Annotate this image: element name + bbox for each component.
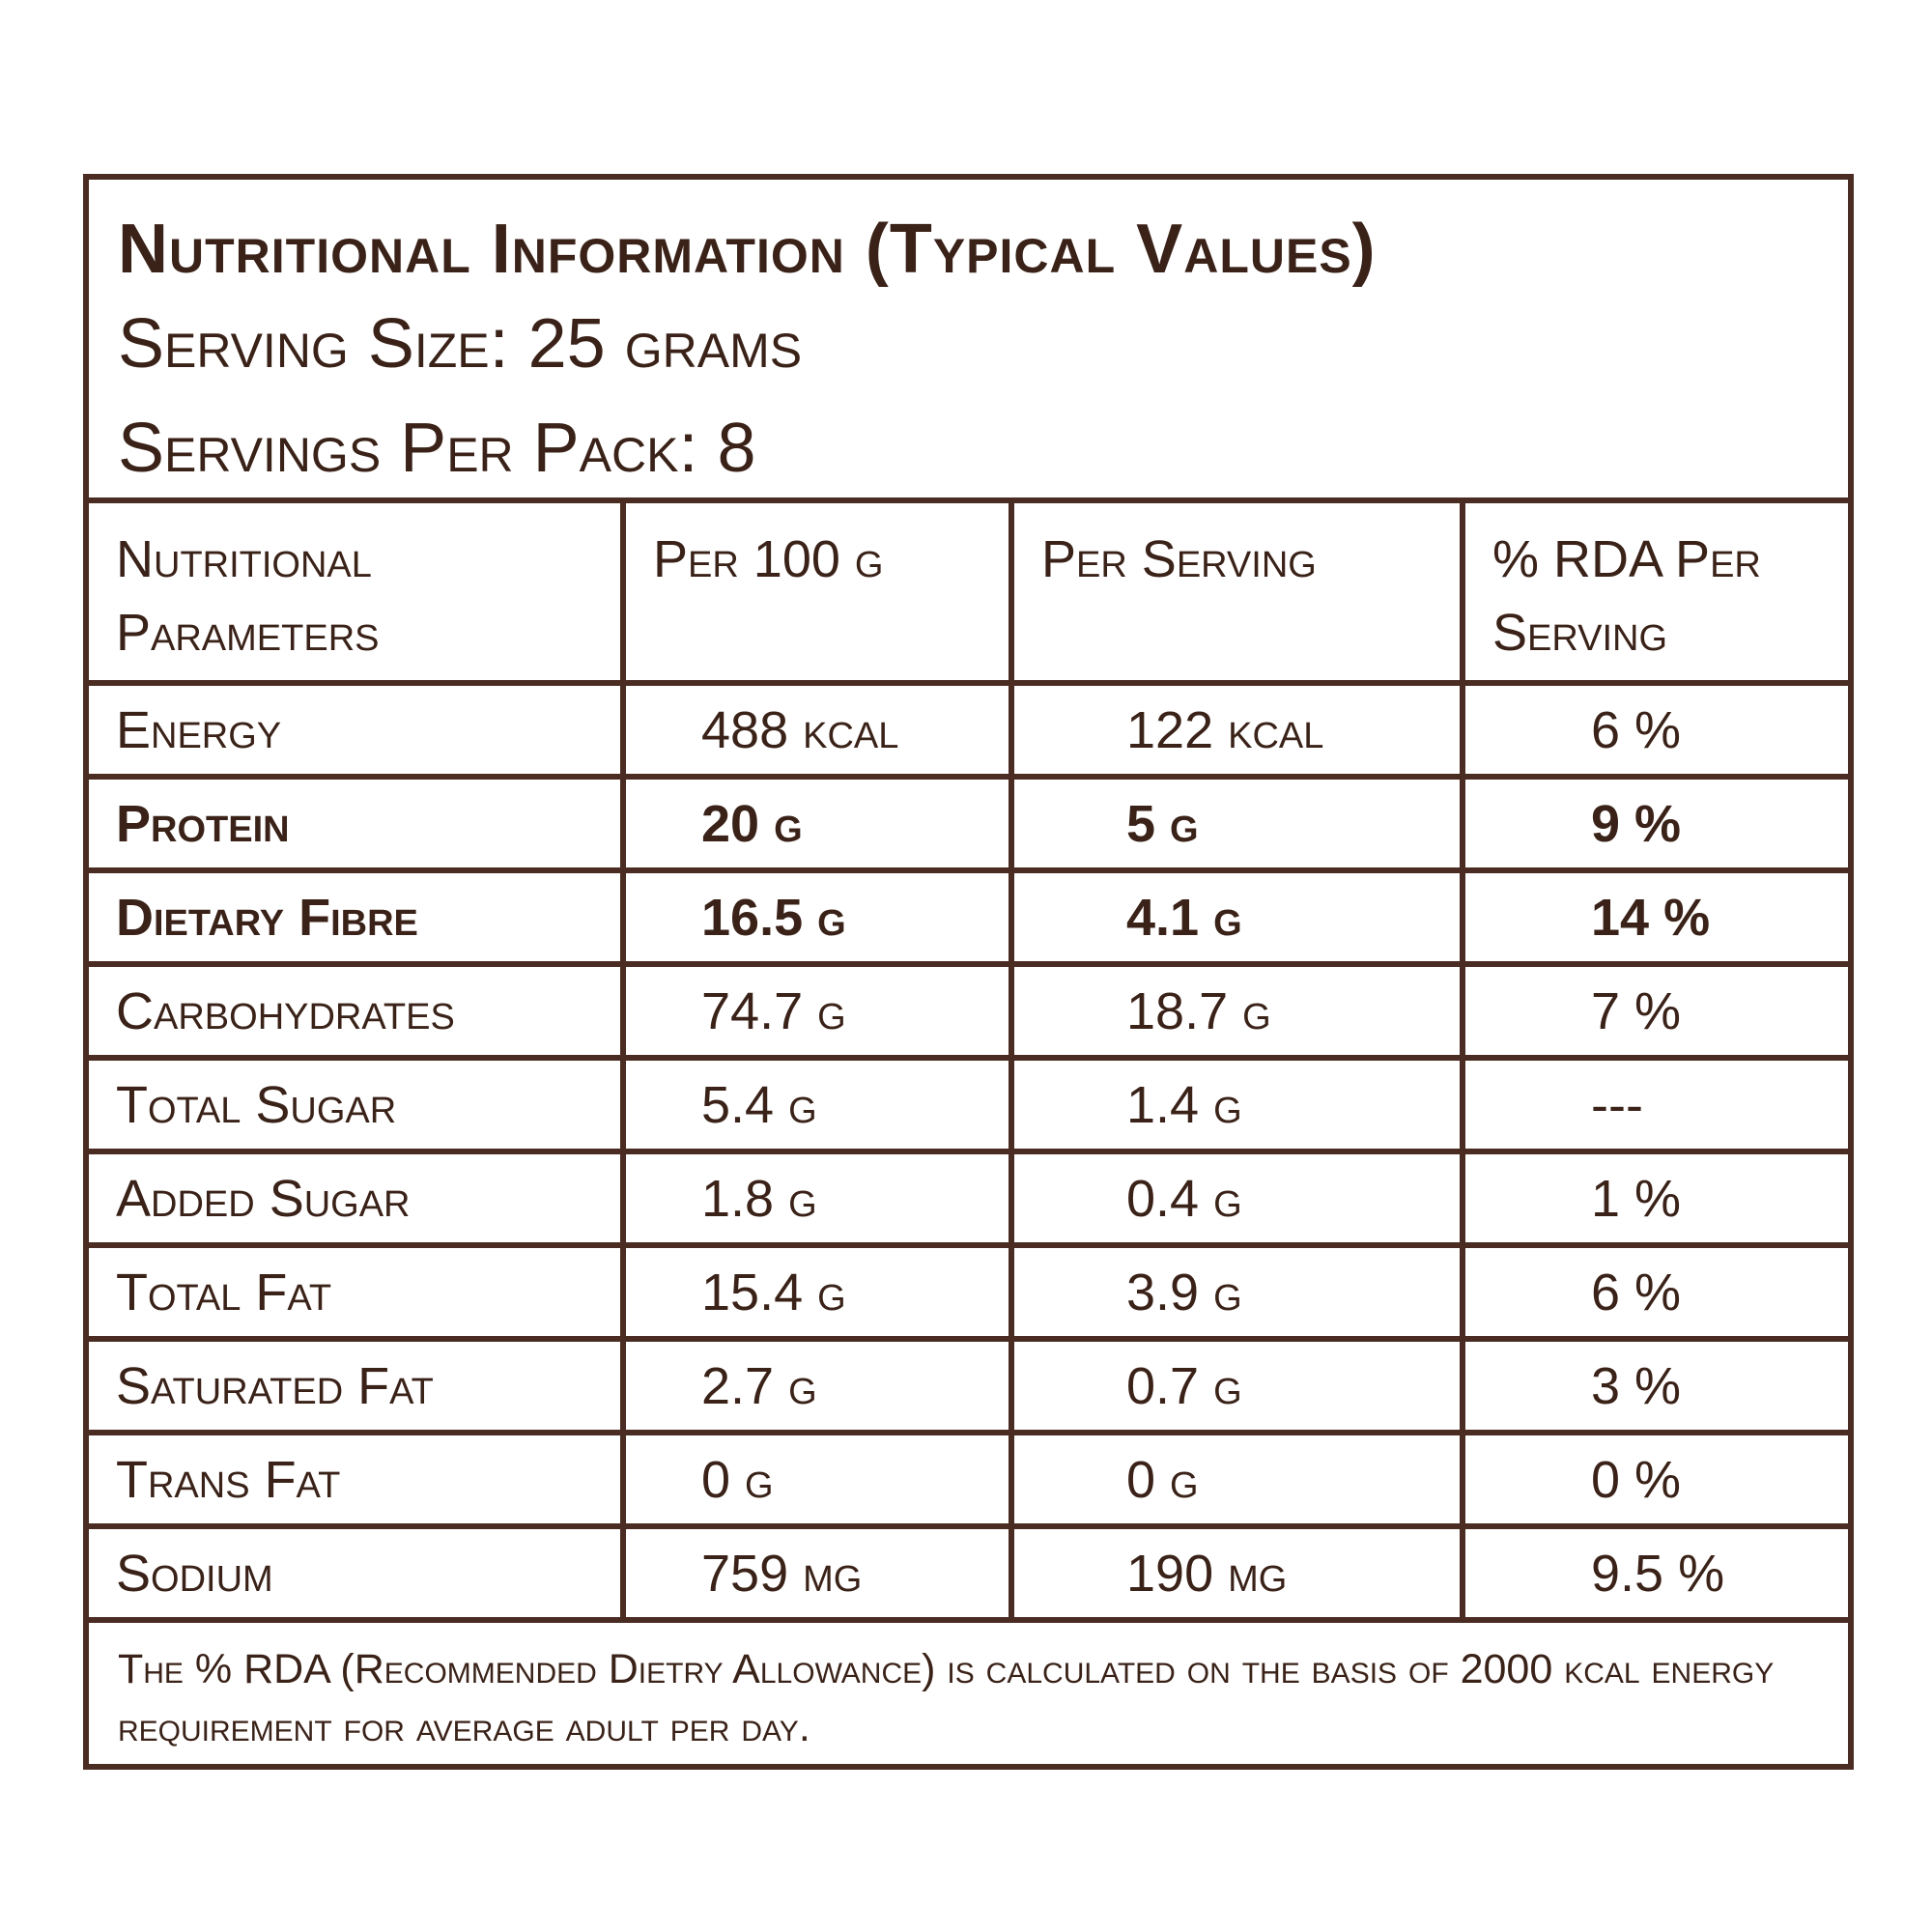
rda-value: 3 % — [1463, 1339, 1848, 1435]
rda-value: 1 % — [1463, 1151, 1848, 1248]
per-100g-value: 488 kcal — [623, 683, 1014, 780]
nutrient-name: Trans Fat — [89, 1433, 626, 1529]
per-100g-value: 74.7 g — [623, 964, 1014, 1061]
nutrition-title: Nutritional Information (Typical Values) — [118, 211, 1377, 288]
rda-value: 7 % — [1463, 964, 1848, 1061]
nutrient-name: Dietary Fibre — [89, 870, 626, 967]
per-100g-value: 759 mg — [623, 1526, 1014, 1623]
column-header-per-100g: Per 100 g — [623, 503, 1014, 686]
per-serving-value: 5 g — [1011, 777, 1465, 873]
per-serving-value: 190 mg — [1011, 1526, 1465, 1623]
nutrient-name: Sodium — [89, 1526, 626, 1623]
per-100g-value: 16.5 g — [623, 870, 1014, 967]
serving-size: Serving Size: 25 grams — [118, 305, 803, 383]
per-100g-value: 20 g — [623, 777, 1014, 873]
table-row: Energy 488 kcal 122 kcal 6 % — [89, 683, 1848, 780]
per-serving-value: 4.1 g — [1011, 870, 1465, 967]
per-100g-value: 15.4 g — [623, 1245, 1014, 1342]
column-header-per-serving: Per Serving — [1011, 503, 1465, 686]
nutrient-name: Total Sugar — [89, 1058, 626, 1154]
nutrient-name: Total Fat — [89, 1245, 626, 1342]
nutrient-name: Energy — [89, 683, 626, 780]
per-100g-value: 0 g — [623, 1433, 1014, 1529]
nutrition-header: Nutritional Information (Typical Values)… — [89, 180, 1848, 503]
rda-value: 9.5 % — [1463, 1526, 1848, 1623]
per-100g-value: 1.8 g — [623, 1151, 1014, 1248]
servings-per-pack: Servings Per Pack: 8 — [118, 410, 756, 487]
nutrition-table: Nutritional Parameters Per 100 g Per Ser… — [89, 503, 1848, 1623]
table-header-row: Nutritional Parameters Per 100 g Per Ser… — [89, 503, 1848, 686]
rda-value: 6 % — [1463, 1245, 1848, 1342]
nutrient-name: Added Sugar — [89, 1151, 626, 1248]
nutrient-name: Carbohydrates — [89, 964, 626, 1061]
nutrient-name: Protein — [89, 777, 626, 873]
nutrition-facts-panel: Nutritional Information (Typical Values)… — [83, 174, 1854, 1770]
table-row: Total Sugar 5.4 g 1.4 g --- — [89, 1058, 1848, 1154]
nutrient-name: Saturated Fat — [89, 1339, 626, 1435]
rda-value: 0 % — [1463, 1433, 1848, 1529]
column-header-rda: % RDA Per Serving — [1463, 503, 1848, 686]
column-header-parameters: Nutritional Parameters — [89, 503, 626, 686]
per-serving-value: 0.4 g — [1011, 1151, 1465, 1248]
rda-value: 6 % — [1463, 683, 1848, 780]
per-serving-value: 0 g — [1011, 1433, 1465, 1529]
rda-value: 14 % — [1463, 870, 1848, 967]
per-100g-value: 5.4 g — [623, 1058, 1014, 1154]
per-serving-value: 3.9 g — [1011, 1245, 1465, 1342]
table-row: Sodium 759 mg 190 mg 9.5 % — [89, 1526, 1848, 1623]
per-serving-value: 18.7 g — [1011, 964, 1465, 1061]
per-100g-value: 2.7 g — [623, 1339, 1014, 1435]
rda-value: --- — [1463, 1058, 1848, 1154]
per-serving-value: 1.4 g — [1011, 1058, 1465, 1154]
per-serving-value: 0.7 g — [1011, 1339, 1465, 1435]
table-row: Dietary Fibre 16.5 g 4.1 g 14 % — [89, 870, 1848, 967]
rda-value: 9 % — [1463, 777, 1848, 873]
rda-footnote: The % RDA (Recommended Dietry Allowance)… — [118, 1646, 1775, 1750]
per-serving-value: 122 kcal — [1011, 683, 1465, 780]
